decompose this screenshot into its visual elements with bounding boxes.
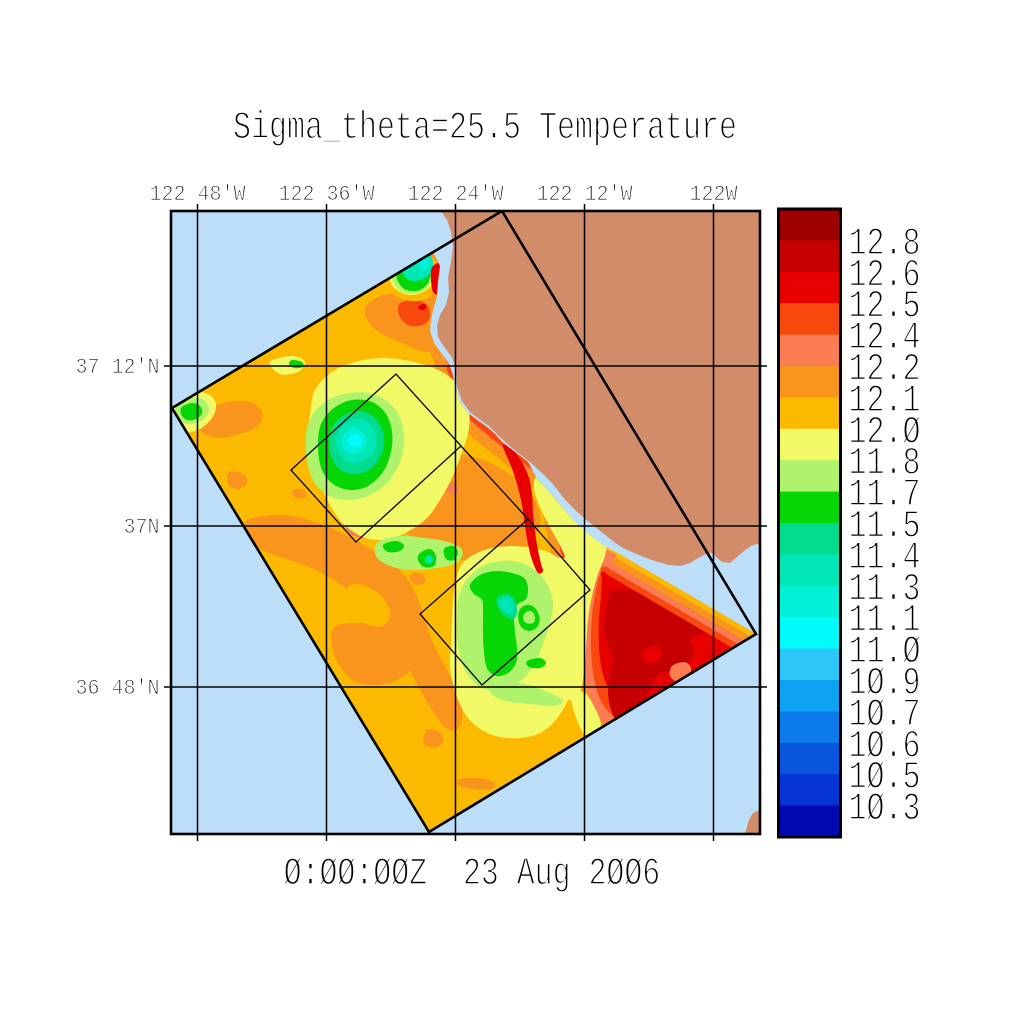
svg-text:11.7: 11.7 bbox=[849, 474, 921, 518]
svg-text:11.5: 11.5 bbox=[849, 505, 921, 549]
svg-text:1Ø.5: 1Ø.5 bbox=[849, 756, 921, 800]
svg-text:12.2: 12.2 bbox=[849, 348, 921, 392]
svg-text:1Ø.9: 1Ø.9 bbox=[849, 662, 921, 706]
svg-text:122 24'W: 122 24'W bbox=[408, 183, 504, 207]
svg-text:12.4: 12.4 bbox=[849, 317, 921, 361]
svg-text:36 48'N: 36 48'N bbox=[76, 677, 160, 701]
svg-text:122 12'W: 122 12'W bbox=[537, 183, 633, 207]
svg-text:122 48'W: 122 48'W bbox=[150, 183, 246, 207]
svg-text:1Ø.6: 1Ø.6 bbox=[849, 725, 921, 769]
svg-text:11.Ø: 11.Ø bbox=[849, 631, 921, 675]
svg-text:12.5: 12.5 bbox=[849, 285, 921, 329]
svg-text:11.3: 11.3 bbox=[849, 568, 921, 612]
svg-text:12.8: 12.8 bbox=[849, 222, 921, 266]
svg-text:12.1: 12.1 bbox=[849, 379, 921, 423]
svg-text:1Ø.7: 1Ø.7 bbox=[849, 693, 921, 737]
svg-text:Ø:ØØ:ØØZ 23 Aug 2ØØ6: Ø:ØØ:ØØZ 23 Aug 2ØØ6 bbox=[284, 853, 661, 897]
svg-text:37N: 37N bbox=[123, 516, 159, 540]
svg-text:11.4: 11.4 bbox=[849, 536, 921, 580]
svg-text:12.Ø: 12.Ø bbox=[849, 411, 921, 455]
svg-text:11.1: 11.1 bbox=[849, 599, 921, 643]
svg-text:122W: 122W bbox=[690, 183, 738, 207]
svg-text:11.8: 11.8 bbox=[849, 442, 921, 486]
svg-text:Sigma_theta=25.5 Temperature: Sigma_theta=25.5 Temperature bbox=[233, 107, 737, 151]
svg-text:12.6: 12.6 bbox=[849, 254, 921, 298]
svg-text:37 12'N: 37 12'N bbox=[76, 356, 160, 380]
svg-text:1Ø.3: 1Ø.3 bbox=[849, 788, 921, 832]
svg-text:122 36'W: 122 36'W bbox=[279, 183, 375, 207]
